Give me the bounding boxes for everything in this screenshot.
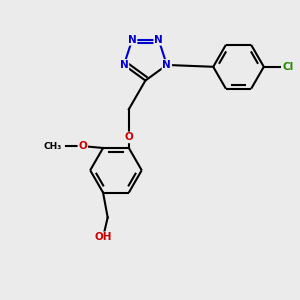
Text: CH₃: CH₃ [44, 142, 62, 151]
Text: OH: OH [94, 232, 112, 242]
Text: N: N [120, 60, 128, 70]
Text: O: O [79, 141, 87, 151]
Text: O: O [124, 132, 133, 142]
Text: N: N [154, 35, 163, 45]
Text: N: N [128, 35, 136, 45]
Text: N: N [163, 60, 171, 70]
Text: Cl: Cl [282, 62, 293, 72]
